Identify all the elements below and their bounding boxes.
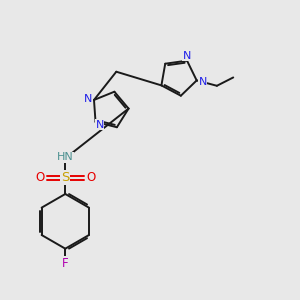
Text: HN: HN xyxy=(57,152,74,162)
Text: N: N xyxy=(198,76,207,87)
Text: F: F xyxy=(62,257,69,270)
Text: O: O xyxy=(35,170,44,184)
Text: N: N xyxy=(183,51,191,61)
Text: O: O xyxy=(86,170,95,184)
Text: N: N xyxy=(95,120,104,130)
Text: S: S xyxy=(61,171,70,184)
Text: N: N xyxy=(84,94,92,104)
